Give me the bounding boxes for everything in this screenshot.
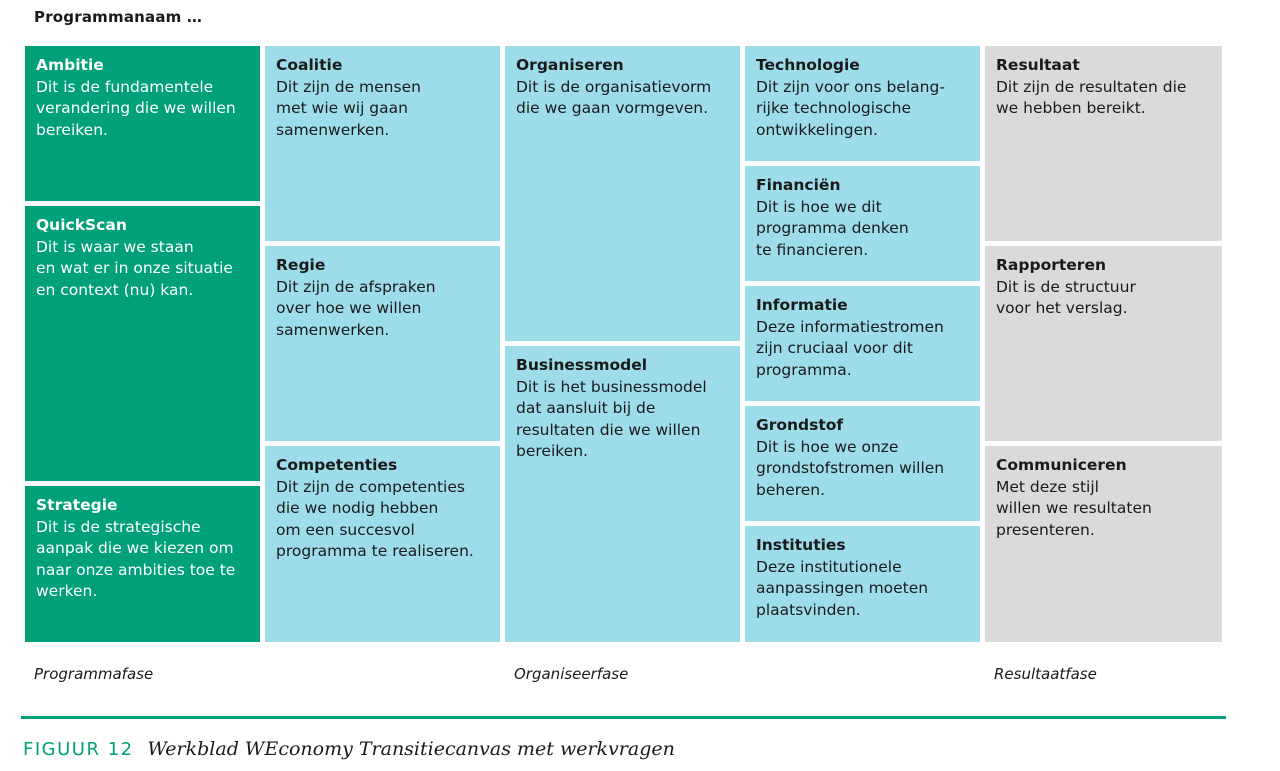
cell-rapporteren: Rapporteren Dit is de structuur voor het… xyxy=(985,246,1222,441)
cell-strategie: Strategie Dit is de strategische aanpak … xyxy=(25,486,260,642)
caption-divider xyxy=(21,716,1226,719)
cell-title: Ambitie xyxy=(36,56,104,74)
cell-body: Met deze stijl willen we resultaten pres… xyxy=(996,477,1152,539)
cell-instituties: Instituties Deze institutionele aanpassi… xyxy=(745,526,980,642)
cell-body: Deze informatiestromen zijn cruciaal voo… xyxy=(756,317,944,379)
cell-body: Dit zijn de afspraken over hoe we willen… xyxy=(276,277,436,339)
cell-informatie: Informatie Deze informatiestromen zijn c… xyxy=(745,286,980,401)
cell-body: Dit is de fundamentele verandering die w… xyxy=(36,77,236,139)
phase-label-programmafase: Programmafase xyxy=(34,665,154,683)
cell-title: Financiën xyxy=(756,176,841,194)
cell-ambitie: Ambitie Dit is de fundamentele veranderi… xyxy=(25,46,260,201)
cell-title: Technologie xyxy=(756,56,860,74)
figure-label: FIGUUR 12 xyxy=(23,739,134,760)
cell-body: Dit zijn de resultaten die we hebben ber… xyxy=(996,77,1187,118)
cell-financien: Financiën Dit is hoe we dit programma de… xyxy=(745,166,980,281)
cell-title: Informatie xyxy=(756,296,848,314)
cell-communiceren: Communiceren Met deze stijl willen we re… xyxy=(985,446,1222,642)
cell-resultaat: Resultaat Dit zijn de resultaten die we … xyxy=(985,46,1222,241)
cell-body: Dit is hoe we dit programma denken te fi… xyxy=(756,197,909,259)
cell-body: Dit is de organisatievorm die we gaan vo… xyxy=(516,77,712,118)
cell-body: Dit is de strategische aanpak die we kie… xyxy=(36,517,236,601)
cell-title: Businessmodel xyxy=(516,356,648,374)
cell-title: Organiseren xyxy=(516,56,624,74)
phase-label-organiseerfase: Organiseerfase xyxy=(514,665,629,683)
cell-title: Strategie xyxy=(36,496,118,514)
cell-title: Coalitie xyxy=(276,56,343,74)
figure-title: Werkblad WEconomy Transitiecanvas met we… xyxy=(147,738,675,760)
cell-organiseren: Organiseren Dit is de organisatievorm di… xyxy=(505,46,740,341)
page-title: Programmanaam … xyxy=(34,8,203,26)
cell-title: Instituties xyxy=(756,536,846,554)
cell-title: Regie xyxy=(276,256,326,274)
cell-body: Deze institutionele aanpassingen moeten … xyxy=(756,557,929,619)
cell-title: Communiceren xyxy=(996,456,1127,474)
cell-title: Resultaat xyxy=(996,56,1080,74)
cell-body: Dit is hoe we onze grondstofstromen will… xyxy=(756,437,945,499)
cell-technologie: Technologie Dit zijn voor ons belang- ri… xyxy=(745,46,980,161)
cell-regie: Regie Dit zijn de afspraken over hoe we … xyxy=(265,246,500,441)
cell-body: Dit is het businessmodel dat aansluit bi… xyxy=(516,377,707,461)
cell-body: Dit zijn de competenties die we nodig he… xyxy=(276,477,474,561)
cell-title: Rapporteren xyxy=(996,256,1106,274)
cell-title: Competenties xyxy=(276,456,398,474)
cell-quickscan: QuickScan Dit is waar we staan en wat er… xyxy=(25,206,260,481)
cell-competenties: Competenties Dit zijn de competenties di… xyxy=(265,446,500,642)
figure-caption: FIGUUR 12 Werkblad WEconomy Transitiecan… xyxy=(23,738,675,760)
cell-grondstof: Grondstof Dit is hoe we onze grondstofst… xyxy=(745,406,980,521)
cell-body: Dit is waar we staan en wat er in onze s… xyxy=(36,237,233,299)
cell-title: QuickScan xyxy=(36,216,127,234)
cell-body: Dit zijn voor ons belang- rijke technolo… xyxy=(756,77,945,139)
cell-body: Dit zijn de mensen met wie wij gaan same… xyxy=(276,77,421,139)
cell-title: Grondstof xyxy=(756,416,844,434)
cell-businessmodel: Businessmodel Dit is het businessmodel d… xyxy=(505,346,740,642)
cell-body: Dit is de structuur voor het verslag. xyxy=(996,277,1136,318)
transition-canvas: Ambitie Dit is de fundamentele veranderi… xyxy=(25,46,1222,642)
phase-label-resultaatfase: Resultaatfase xyxy=(994,665,1097,683)
cell-coalitie: Coalitie Dit zijn de mensen met wie wij … xyxy=(265,46,500,241)
